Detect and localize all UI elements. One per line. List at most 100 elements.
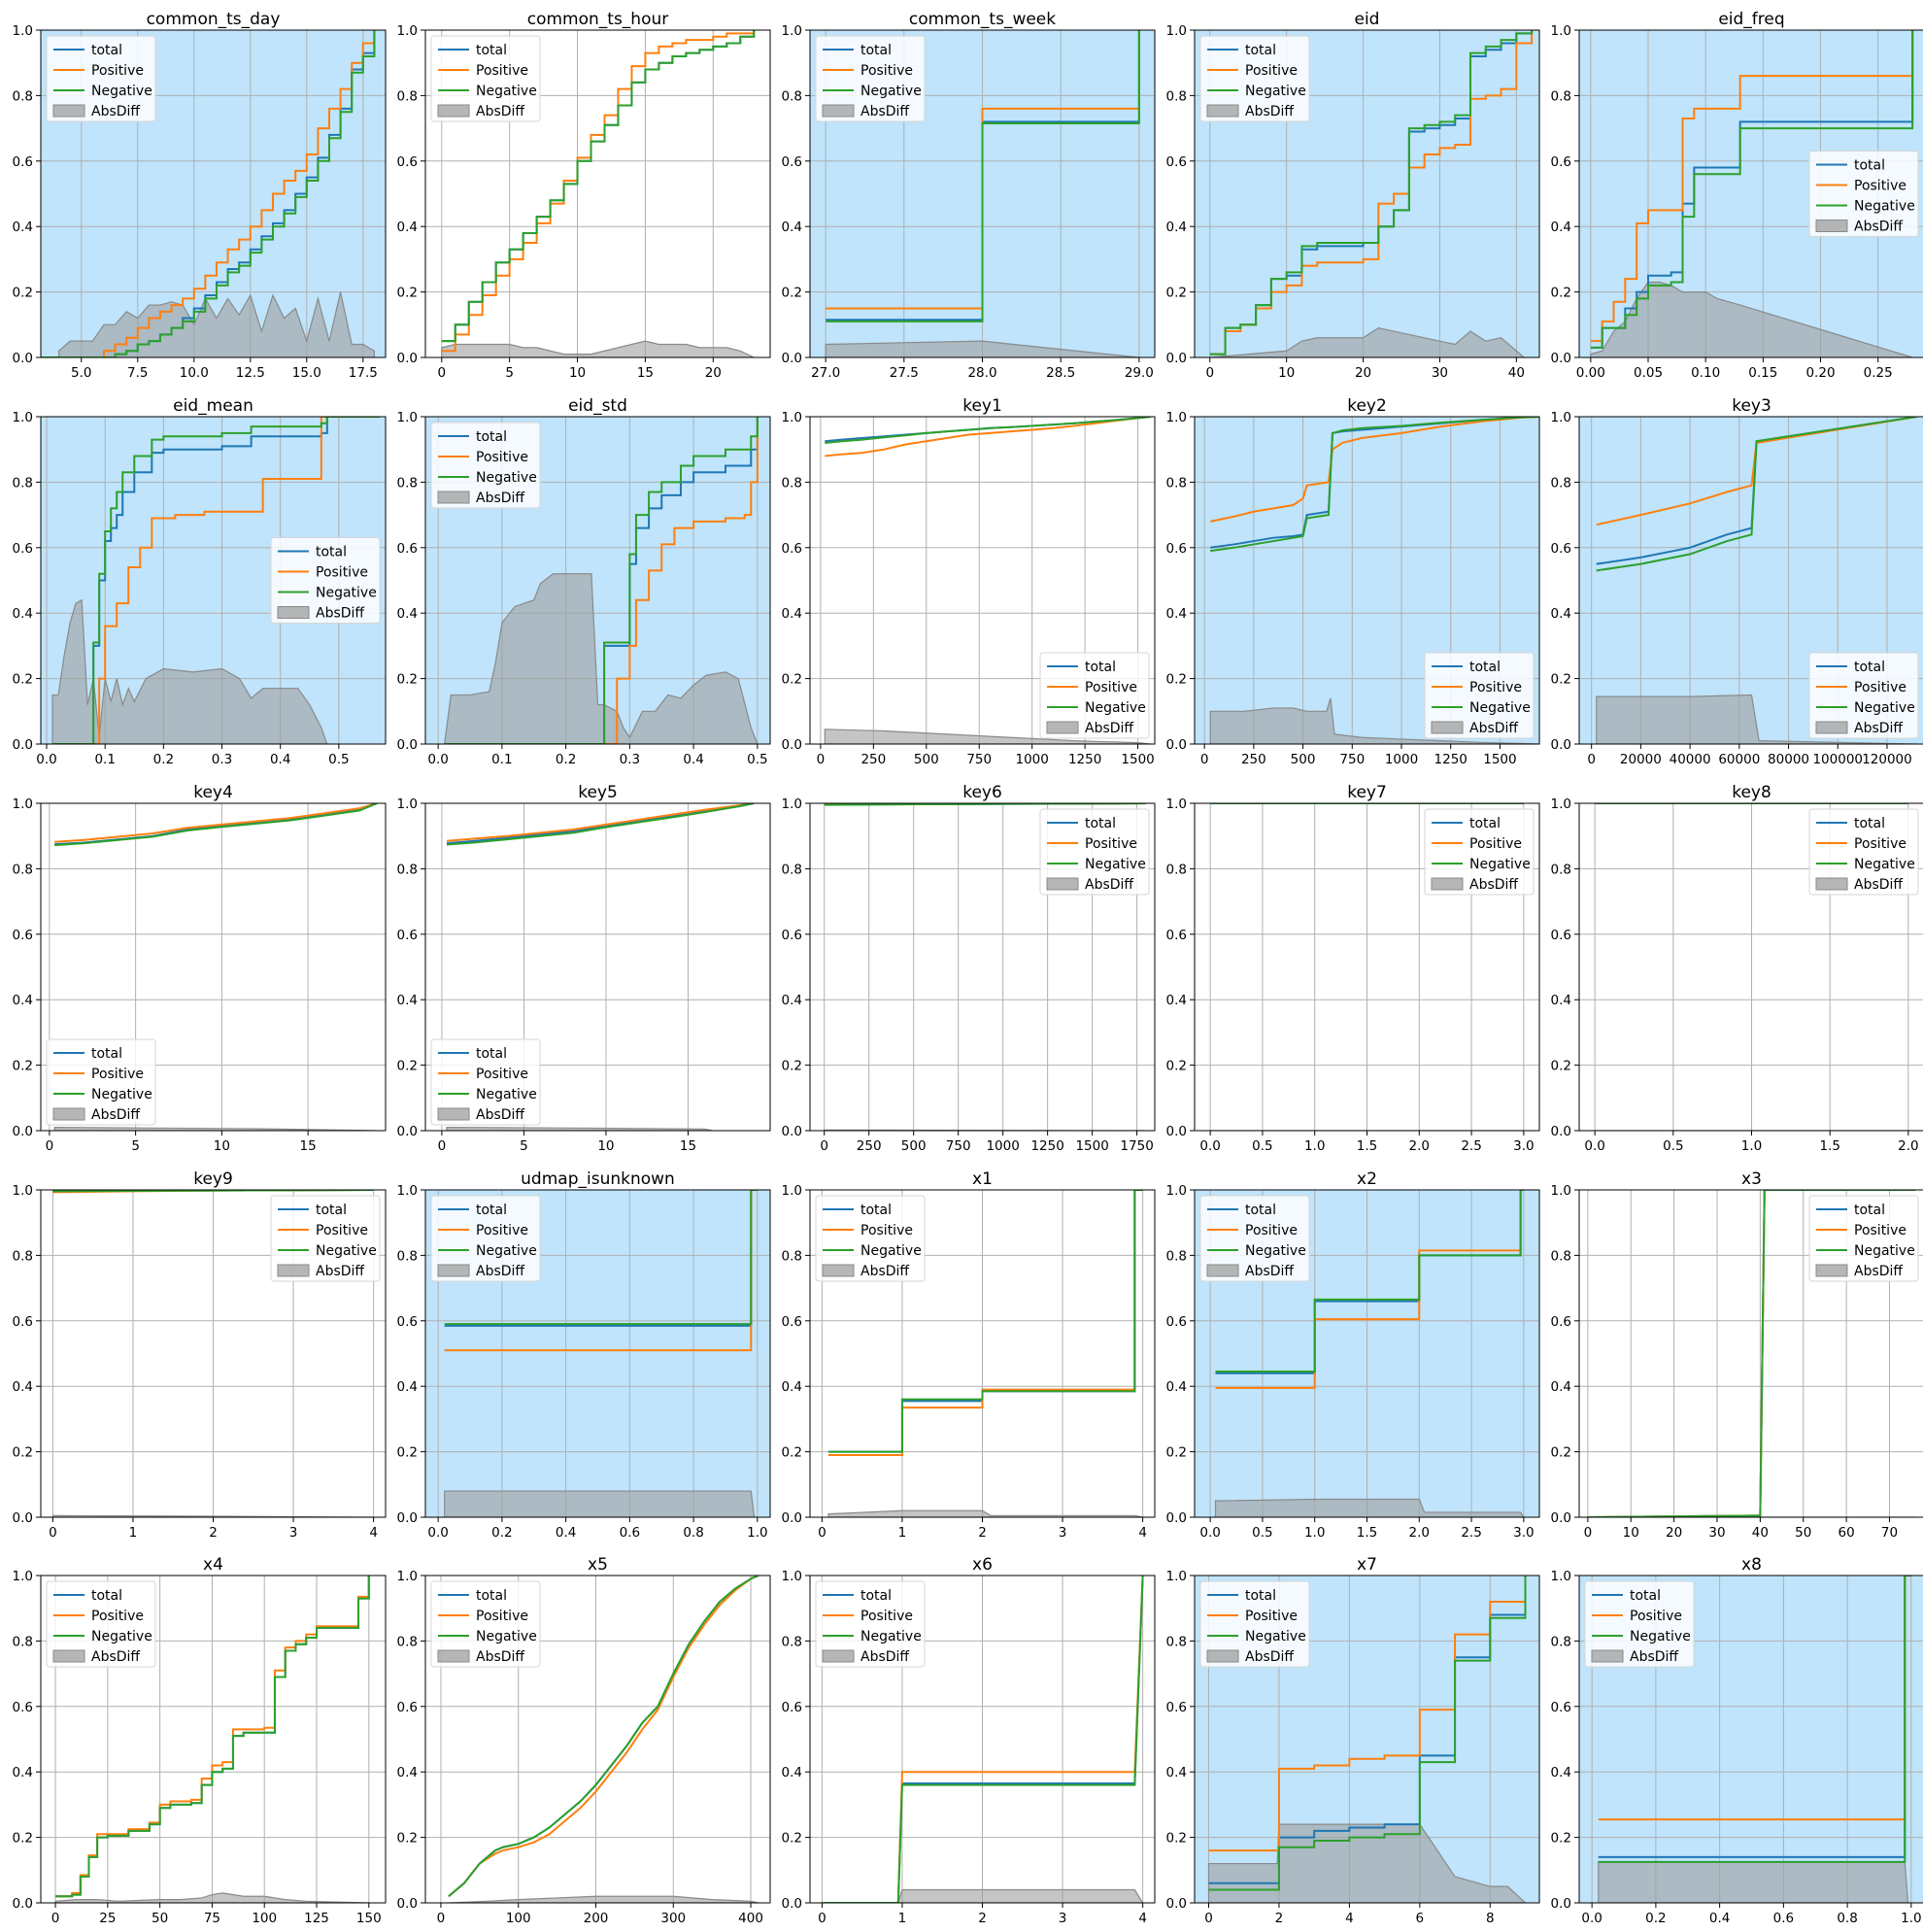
y-tick-label: 0.6 bbox=[1551, 1700, 1571, 1715]
x-tick-label: 1750 bbox=[1120, 1138, 1153, 1154]
x-tick-label: 17.5 bbox=[349, 365, 378, 381]
legend: total Positive Negative AbsDiff bbox=[430, 1038, 541, 1126]
x-tick-label: 60 bbox=[1839, 1525, 1855, 1541]
x-tick-label: 0.05 bbox=[1634, 365, 1663, 381]
x-tick-label: 60000 bbox=[1718, 752, 1760, 767]
x-tick-label: 0.20 bbox=[1805, 365, 1835, 381]
legend-box bbox=[1199, 1195, 1310, 1282]
y-tick-label: 0.0 bbox=[782, 737, 802, 753]
subplot-title: key2 bbox=[1347, 396, 1387, 416]
y-tick-label: 0.0 bbox=[13, 1124, 33, 1139]
x-tick-label: 1250 bbox=[1030, 1138, 1063, 1154]
x-tick-label: 0.2 bbox=[556, 752, 576, 767]
legend-label-total: total bbox=[860, 1588, 892, 1604]
legend: total Positive Negative AbsDiff bbox=[815, 1580, 926, 1668]
x-tick-label: 150 bbox=[356, 1911, 382, 1926]
series-absdiff-area bbox=[825, 340, 1139, 357]
x-tick-label: 80000 bbox=[1768, 752, 1809, 767]
legend-label-absdiff: AbsDiff bbox=[1854, 1264, 1903, 1279]
y-tick-label: 0.2 bbox=[1551, 1059, 1571, 1074]
legend-box bbox=[1039, 652, 1150, 739]
legend-swatch-absdiff bbox=[1046, 721, 1079, 734]
y-tick-label: 1.0 bbox=[782, 797, 802, 812]
subplot-title: eid_mean bbox=[173, 396, 253, 416]
y-tick-label: 0.4 bbox=[397, 1379, 418, 1395]
plot-series bbox=[41, 30, 376, 357]
y-tick-label: 0.0 bbox=[1166, 1124, 1187, 1139]
legend-box bbox=[430, 35, 541, 122]
x-tick-label: 10.0 bbox=[180, 365, 209, 381]
y-tick-label: 0.6 bbox=[1551, 1314, 1571, 1330]
x-tick-label: 4 bbox=[1345, 1911, 1354, 1926]
series-absdiff-area bbox=[51, 598, 328, 744]
legend-label-negative: Negative bbox=[860, 84, 922, 99]
y-tick-label: 0.4 bbox=[782, 993, 802, 1008]
x-tick-label: 0.4 bbox=[1709, 1911, 1730, 1926]
x-tick-label: 27.5 bbox=[890, 365, 919, 381]
y-tick-label: 1.0 bbox=[1166, 797, 1187, 812]
series-absdiff-area bbox=[1209, 697, 1539, 744]
y-tick-label: 0.6 bbox=[13, 1700, 33, 1715]
legend-label-total: total bbox=[860, 1203, 892, 1218]
series-negative-line bbox=[444, 1190, 758, 1326]
x-tick-label: 25 bbox=[99, 1911, 116, 1926]
legend-box bbox=[815, 1195, 926, 1282]
plot-series bbox=[441, 30, 756, 357]
legend-swatch-absdiff bbox=[277, 1264, 310, 1277]
x-tick-label: 1250 bbox=[1068, 752, 1101, 767]
series-negative-line bbox=[54, 803, 378, 847]
series-negative-line bbox=[55, 1576, 370, 1898]
series-absdiff-area bbox=[446, 1127, 713, 1131]
legend-box bbox=[46, 1580, 156, 1668]
legend-box bbox=[1808, 151, 1919, 237]
legend: total Positive Negative AbsDiff bbox=[1199, 1195, 1310, 1282]
axes-frame bbox=[1194, 29, 1540, 358]
legend: total Positive Negative AbsDiff bbox=[1039, 808, 1150, 896]
plot-series bbox=[54, 1576, 370, 1903]
legend-label-negative: Negative bbox=[1245, 1629, 1306, 1644]
subplot-title: key6 bbox=[962, 783, 1002, 802]
series-positive-line bbox=[52, 417, 380, 744]
legend-label-negative: Negative bbox=[1854, 857, 1915, 872]
y-tick-label: 0.2 bbox=[397, 286, 418, 301]
series-positive-line bbox=[1209, 30, 1534, 356]
legend-label-negative: Negative bbox=[476, 1087, 537, 1102]
legend-label-negative: Negative bbox=[91, 84, 152, 99]
x-tick-label: 50 bbox=[152, 1911, 168, 1926]
axes-frame bbox=[809, 802, 1156, 1132]
legend-label-negative: Negative bbox=[91, 1629, 152, 1644]
x-tick-label: 0 bbox=[818, 1525, 827, 1541]
y-tick-label: 0.2 bbox=[397, 1059, 418, 1074]
x-tick-label: 0.2 bbox=[491, 1525, 512, 1541]
y-tick-label: 0.8 bbox=[1166, 1634, 1187, 1649]
legend-label-negative: Negative bbox=[1854, 700, 1915, 716]
legend-label-total: total bbox=[476, 1203, 507, 1218]
series-negative-line bbox=[825, 417, 1151, 444]
axes-frame bbox=[424, 416, 771, 745]
x-tick-label: 0.2 bbox=[1645, 1911, 1666, 1926]
legend-label-positive: Positive bbox=[476, 1609, 528, 1624]
y-tick-label: 0.0 bbox=[397, 1124, 418, 1139]
y-tick-label: 0.8 bbox=[782, 1634, 802, 1649]
x-tick-label: 10 bbox=[1623, 1525, 1639, 1541]
subplot-key9: 0 1 2 3 4 0.0 0.2 0.4 0.6 0.8 1.0 key9 total Positive… bbox=[13, 1169, 387, 1541]
x-tick-label: 0.6 bbox=[620, 1525, 640, 1541]
subplot-eid-std: 0.0 0.1 0.2 0.3 0.4 0.5 0.0 0.2 0.4 0.6 0.8 1.0 eid_… bbox=[397, 396, 771, 767]
x-tick-label: 0 bbox=[1584, 1525, 1593, 1541]
y-tick-label: 0.4 bbox=[397, 993, 418, 1008]
plot-series bbox=[1209, 30, 1534, 357]
legend-label-total: total bbox=[316, 1203, 347, 1218]
y-tick-label: 0.0 bbox=[782, 1124, 802, 1139]
x-tick-label: 50 bbox=[1795, 1525, 1811, 1541]
legend-label-negative: Negative bbox=[316, 1243, 377, 1259]
x-tick-label: 2.0 bbox=[1898, 1138, 1918, 1154]
axes-frame bbox=[40, 1575, 387, 1904]
x-tick-label: 5 bbox=[131, 1138, 140, 1154]
y-tick-label: 1.0 bbox=[782, 1183, 802, 1199]
legend-label-absdiff: AbsDiff bbox=[860, 1264, 909, 1279]
subplot-title: key5 bbox=[578, 783, 618, 802]
y-tick-label: 0.0 bbox=[782, 351, 802, 366]
legend-label-total: total bbox=[91, 1046, 122, 1062]
x-tick-label: 400 bbox=[738, 1911, 763, 1926]
y-tick-label: 0.8 bbox=[13, 1248, 33, 1264]
